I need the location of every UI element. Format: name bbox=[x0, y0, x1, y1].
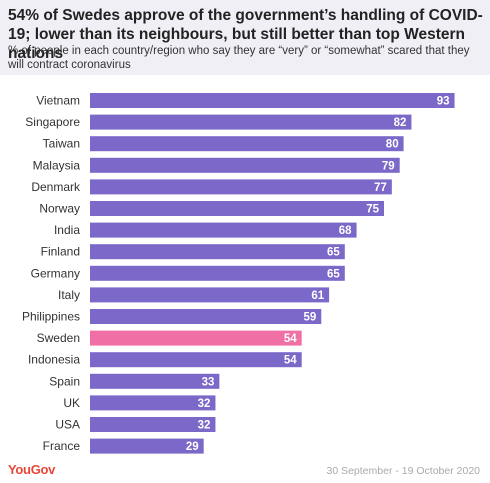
value-label: 82 bbox=[394, 117, 407, 129]
bar bbox=[90, 114, 412, 130]
category-label: France bbox=[43, 439, 81, 453]
category-label: India bbox=[54, 223, 80, 237]
bar-chart: Vietnam 93 Singapore 82 Taiwan 80 Malaysia 79 De… bbox=[22, 93, 455, 454]
chart-subtitle: % of people in each country/region who s… bbox=[8, 45, 470, 71]
category-label: Spain bbox=[49, 374, 80, 388]
bar bbox=[90, 309, 322, 324]
bar bbox=[90, 244, 345, 260]
date-range: 30 September - 19 October 2020 bbox=[326, 465, 480, 477]
value-label: 54 bbox=[284, 355, 297, 367]
category-label: Germany bbox=[31, 266, 80, 280]
value-label: 33 bbox=[202, 376, 215, 388]
bar bbox=[90, 287, 330, 303]
bar bbox=[90, 265, 345, 281]
category-label: Malaysia bbox=[33, 158, 81, 172]
value-label: 32 bbox=[198, 420, 211, 432]
value-label: 59 bbox=[303, 312, 316, 324]
category-label: Singapore bbox=[25, 115, 80, 129]
category-label: Sweden bbox=[37, 331, 80, 345]
category-label: Denmark bbox=[31, 180, 81, 194]
value-label: 65 bbox=[327, 247, 340, 259]
value-label: 68 bbox=[339, 225, 352, 237]
bar bbox=[90, 330, 302, 346]
value-label: 80 bbox=[386, 139, 399, 151]
bar bbox=[90, 352, 302, 368]
bar bbox=[90, 438, 204, 454]
category-label: Vietnam bbox=[36, 94, 80, 108]
bar bbox=[90, 136, 404, 152]
value-label: 54 bbox=[284, 333, 297, 345]
value-label: 77 bbox=[374, 182, 387, 194]
value-label: 79 bbox=[382, 160, 395, 172]
chart-header: 54% of Swedes approve of the government’… bbox=[0, 0, 490, 75]
category-label: Taiwan bbox=[43, 137, 80, 151]
bar bbox=[90, 222, 357, 238]
category-label: USA bbox=[55, 418, 80, 432]
bar bbox=[90, 417, 216, 432]
category-label: Finland bbox=[41, 245, 80, 259]
value-label: 61 bbox=[311, 290, 324, 302]
category-label: Indonesia bbox=[28, 353, 80, 367]
value-label: 65 bbox=[327, 268, 340, 280]
bar bbox=[90, 373, 220, 389]
value-label: 29 bbox=[186, 441, 199, 453]
bar bbox=[90, 179, 392, 195]
value-label: 75 bbox=[366, 204, 379, 216]
bar bbox=[90, 201, 384, 216]
bar bbox=[90, 93, 455, 108]
bar bbox=[90, 395, 216, 411]
chart-title: 54% of Swedes approve of the government’… bbox=[8, 7, 483, 62]
bar bbox=[90, 157, 400, 173]
category-label: UK bbox=[63, 396, 80, 410]
category-label: Philippines bbox=[22, 310, 80, 324]
value-label: 32 bbox=[198, 398, 211, 410]
value-label: 93 bbox=[437, 96, 450, 108]
yougov-logo: YouGov bbox=[8, 462, 56, 477]
category-label: Norway bbox=[39, 202, 80, 216]
category-label: Italy bbox=[58, 288, 80, 302]
